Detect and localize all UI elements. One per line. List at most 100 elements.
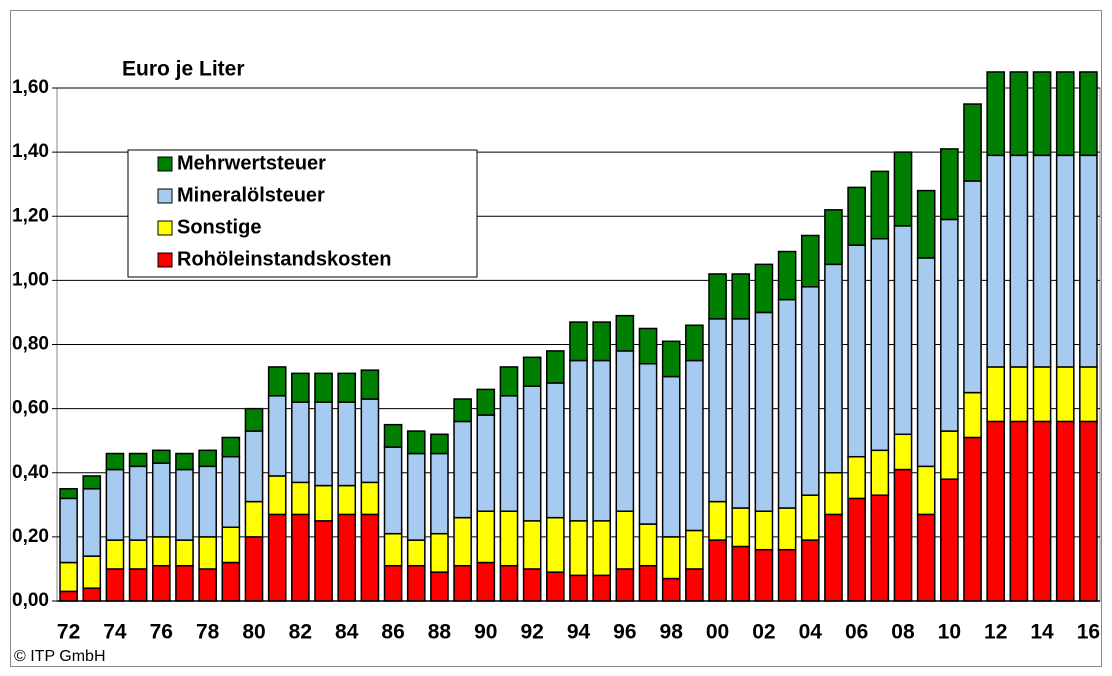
bar-segment [128, 465, 148, 541]
x-tick-label: 12 [984, 621, 1007, 644]
bar-segment [592, 321, 612, 362]
bar-segment [685, 568, 704, 602]
bar-segment [824, 472, 843, 516]
bar-segment [337, 484, 357, 516]
bar-segment [824, 513, 843, 602]
x-tick-label: 02 [752, 621, 775, 644]
bar-segment [986, 154, 1006, 368]
bar-segment [476, 510, 496, 564]
bar-segment [430, 532, 449, 573]
bar-segment [406, 452, 426, 541]
x-tick-label: 74 [103, 621, 127, 644]
bar-segment [59, 590, 78, 602]
x-tick-label: 96 [613, 621, 636, 644]
bar-segment [638, 523, 658, 567]
bar-segment [963, 180, 982, 394]
bar-segment [940, 218, 959, 432]
bar-segment [151, 449, 171, 464]
bar-segment [708, 273, 727, 320]
bar-segment [592, 520, 612, 577]
bar-segment [824, 263, 843, 474]
x-tick-label: 78 [196, 621, 220, 644]
bar-segment [291, 401, 310, 484]
bar-segment [1055, 420, 1075, 602]
bar-segment [406, 430, 426, 455]
bar-segment [615, 350, 635, 512]
bar-segment [940, 430, 959, 480]
bar-segment [175, 468, 194, 541]
bar-segment [522, 568, 542, 602]
bar-segment [430, 571, 449, 602]
bar-segment [360, 513, 380, 602]
bar-segment [615, 510, 635, 570]
bar-segment [777, 548, 797, 602]
bar-segment [708, 318, 727, 503]
x-tick-label: 82 [289, 621, 312, 644]
x-tick-label: 14 [1030, 621, 1054, 644]
chart-title: Euro je Liter [122, 58, 245, 81]
bar-segment [244, 500, 264, 538]
bar-segment [82, 475, 102, 490]
bar-segment [847, 455, 866, 500]
bar-segment [337, 513, 357, 602]
bar-segment [1032, 71, 1052, 157]
x-tick-label: 88 [428, 621, 452, 644]
bar-segment [522, 385, 542, 522]
bar-segment [615, 568, 635, 602]
y-tick-label: 1,40 [12, 141, 49, 162]
bar-segment [870, 237, 890, 452]
x-tick-label: 80 [242, 621, 265, 644]
legend-box [127, 149, 478, 278]
bar-segment [499, 366, 519, 397]
bar-segment [522, 520, 542, 570]
bar-segment [777, 250, 797, 301]
bar-segment [476, 561, 496, 602]
bar-segment [1032, 366, 1052, 423]
bar-segment [986, 420, 1006, 602]
x-tick-label: 10 [938, 621, 961, 644]
bar-segment [314, 372, 333, 403]
legend-swatch [157, 252, 173, 268]
bar-segment [708, 539, 727, 602]
bar-segment [963, 103, 982, 182]
legend-swatch [157, 156, 173, 172]
bar-segment [800, 286, 820, 496]
bar-segment [754, 263, 774, 314]
bar-segment [221, 526, 241, 564]
x-tick-label: 06 [845, 621, 868, 644]
y-tick-label: 0,60 [12, 398, 49, 419]
bar-segment [1009, 420, 1029, 602]
bar-segment [638, 327, 658, 365]
bar-segment [476, 388, 496, 416]
bar-segment [175, 564, 194, 602]
x-tick-label: 86 [381, 621, 404, 644]
bar-segment [569, 359, 588, 522]
bar-segment [175, 539, 194, 567]
legend-swatch [157, 188, 173, 204]
bar-segment [685, 529, 704, 570]
bar-segment [82, 555, 102, 589]
bar-segment [453, 516, 472, 567]
bar-segment [1055, 366, 1075, 423]
bar-segment [59, 488, 78, 500]
bar-segment [916, 513, 936, 602]
bar-segment [1032, 154, 1052, 368]
x-tick-label: 84 [335, 621, 359, 644]
bar-segment [453, 398, 472, 423]
bar-segment [916, 465, 936, 516]
legend-swatch [157, 220, 173, 236]
bar-segment [638, 564, 658, 602]
y-tick-label: 1,00 [12, 269, 49, 290]
bar-segment [105, 539, 125, 570]
bar-segment [82, 587, 102, 602]
x-tick-label: 04 [799, 621, 823, 644]
legend-label: Mehrwertsteuer [177, 152, 326, 174]
y-tick-label: 1,60 [12, 77, 49, 98]
bar-segment [569, 574, 588, 602]
bar-segment [244, 430, 264, 503]
bar-segment [291, 481, 310, 516]
bar-segment [893, 433, 913, 471]
bar-segment [476, 414, 496, 512]
bar-segment [615, 314, 635, 352]
bar-segment [128, 568, 148, 602]
